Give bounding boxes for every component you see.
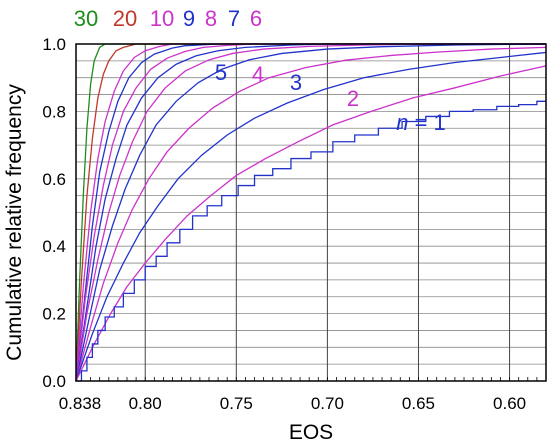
curve-label: 5	[215, 60, 227, 85]
x-tick-label: 0.80	[129, 394, 162, 413]
series-line-20	[75, 43, 546, 382]
series-line-9	[75, 43, 546, 382]
curve-label: 8	[205, 6, 217, 31]
y-tick-label: 0.2	[42, 305, 66, 324]
curve-label: n = 1	[396, 110, 446, 135]
x-tick-label: 0.60	[493, 394, 526, 413]
series-line-6	[75, 43, 546, 382]
series-line-10	[75, 43, 546, 382]
curve-label: 20	[113, 6, 137, 31]
x-tick-label: 0.65	[402, 394, 435, 413]
x-tick-label: 0.75	[220, 394, 253, 413]
curve-label: 6	[250, 6, 262, 31]
curve-labels: 30 20 10 9 8 7 6 5 4 3 2 n = 1	[74, 6, 446, 135]
y-axis-label: Cumulative relative frequency	[3, 84, 26, 361]
y-tick-label: 0.6	[42, 170, 66, 189]
series-group	[75, 43, 547, 382]
y-ticks: 0.0 0.2 0.4 0.6 0.8 1.0	[42, 35, 66, 391]
curve-label: 7	[228, 6, 240, 31]
curve-label: 30	[74, 6, 98, 31]
series-line-2	[75, 65, 547, 382]
series-line-30	[75, 43, 546, 382]
curve-label: 4	[252, 62, 264, 87]
series-line-4	[75, 46, 547, 382]
grid	[76, 44, 546, 381]
series-line-3	[75, 51, 547, 382]
y-tick-label: 0.4	[42, 237, 66, 256]
y-tick-label: 1.0	[42, 35, 66, 54]
plot-frame	[75, 43, 547, 382]
y-tick-label: 0.0	[42, 372, 66, 391]
curve-label: 9	[183, 6, 195, 31]
series-line-5	[75, 43, 547, 382]
series-line-7	[75, 43, 546, 382]
series-line-n1	[76, 100, 546, 382]
x-tick-label: 0.70	[311, 394, 344, 413]
curve-label: 3	[290, 70, 302, 95]
curve-label: 2	[347, 86, 359, 111]
curve-label: 10	[150, 6, 174, 31]
x-ticks: 0.838 0.80 0.75 0.70 0.65 0.60	[59, 377, 538, 413]
y-tick-label: 0.8	[42, 102, 66, 121]
x-axis-label: EOS	[289, 421, 333, 444]
x-tick-label: 0.838	[59, 394, 102, 413]
series-line-8	[75, 43, 546, 382]
